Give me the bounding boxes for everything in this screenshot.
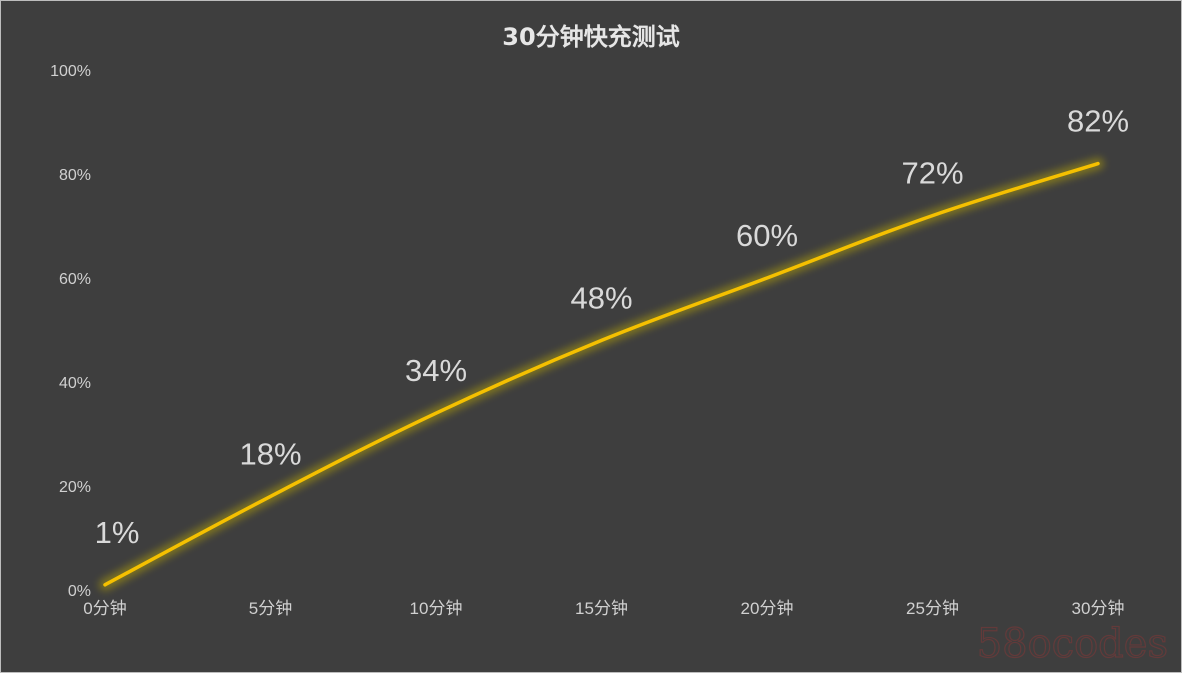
x-tick-label: 15分钟 xyxy=(575,599,628,618)
y-tick-label: 0% xyxy=(68,583,91,600)
x-tick-label: 20分钟 xyxy=(741,599,794,618)
data-label: 60% xyxy=(736,218,798,253)
y-tick-label: 40% xyxy=(59,375,91,392)
y-axis-ticks: 0% 20% 40% 60% 80% 100% xyxy=(50,63,91,600)
data-labels: 1% 18% 34% 48% 60% 72% 82% xyxy=(95,104,1129,550)
data-label: 72% xyxy=(901,156,963,191)
data-label: 1% xyxy=(95,515,140,550)
watermark-logo: 58ocodes xyxy=(977,621,1168,667)
chart-title: 30分钟快充测试 xyxy=(502,23,679,51)
data-label: 82% xyxy=(1067,104,1129,139)
y-tick-label: 60% xyxy=(59,271,91,288)
x-axis-ticks: 0分钟 5分钟 10分钟 15分钟 20分钟 25分钟 30分钟 xyxy=(83,599,1124,618)
x-tick-label: 30分钟 xyxy=(1072,599,1125,618)
x-tick-label: 10分钟 xyxy=(410,599,463,618)
data-label: 18% xyxy=(239,436,301,471)
x-tick-label: 5分钟 xyxy=(249,599,292,618)
series-line xyxy=(103,161,1100,587)
y-tick-label: 100% xyxy=(50,63,91,80)
x-tick-label: 25分钟 xyxy=(906,599,959,618)
data-label: 48% xyxy=(570,280,632,315)
x-tick-label: 0分钟 xyxy=(83,599,126,618)
series-line-glow xyxy=(99,157,1104,591)
y-tick-label: 80% xyxy=(59,167,91,184)
data-label: 34% xyxy=(405,353,467,388)
y-tick-label: 20% xyxy=(59,479,91,496)
